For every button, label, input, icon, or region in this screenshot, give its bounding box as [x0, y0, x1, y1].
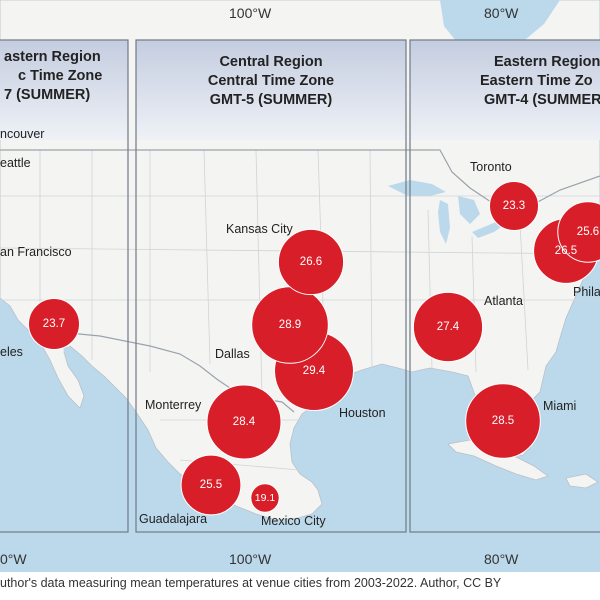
city-label-toronto: Toronto	[470, 160, 512, 174]
city-label-guadalajara: Guadalajara	[139, 512, 208, 526]
city-label-atlanta: Atlanta	[484, 294, 523, 308]
temp-bubble-miami	[465, 383, 541, 459]
hispaniola	[565, 473, 599, 489]
central-region-header-band	[136, 40, 406, 140]
bottom-tick-100w: 100°W	[229, 551, 272, 567]
west-region-frame	[0, 39, 129, 533]
city-label-san-francisco: an Francisco	[0, 245, 72, 259]
temp-value-philadelphia: 26.5	[554, 245, 578, 257]
city-label-los-angeles: eles	[0, 345, 23, 359]
top-tick-100w: 100°W	[229, 5, 272, 21]
west-region-title: astern Region c Time Zone 7 (SUMMER)	[0, 48, 128, 105]
east-region-title: Eastern Region Eastern Time Zo GMT-4 (SU…	[476, 53, 600, 110]
temp-bubble-monterrey	[206, 384, 282, 460]
us-canada-border	[0, 149, 600, 209]
temp-bubble-mexico-city	[250, 483, 280, 513]
temp-value-mexico-city: 19.1	[254, 492, 276, 504]
gulf-of-california	[62, 342, 98, 384]
temp-bubble-toronto	[489, 181, 539, 231]
lake-superior	[388, 180, 446, 196]
city-label-miami: Miami	[543, 399, 577, 413]
central-region-timezone: Central Time Zone	[207, 73, 335, 89]
west-region-gmt: 7 (SUMMER)	[4, 87, 91, 103]
temp-value-dallas: 28.9	[278, 319, 302, 331]
east-region-gmt: GMT-4 (SUMMER	[484, 92, 600, 108]
lake-huron	[458, 196, 480, 224]
lake-michigan	[438, 200, 450, 244]
temp-value-houston: 29.4	[302, 365, 326, 377]
city-label-vancouver: ncouver	[0, 127, 45, 141]
temp-bubble-atlanta	[412, 291, 484, 363]
central-region-title: Central Region Central Time Zone GMT-5 (…	[136, 53, 406, 110]
east-region-header-band	[410, 40, 600, 140]
temp-value-toronto: 23.3	[502, 200, 526, 212]
temperature-bubbles	[28, 181, 600, 516]
temp-bubble-kansas-city	[277, 228, 345, 296]
temp-value-guadalajara: 25.5	[199, 479, 223, 491]
temp-value-new-york: 25.6	[576, 226, 600, 238]
temp-value-atlanta: 27.4	[436, 321, 460, 333]
city-label-mexico-city: Mexico City	[261, 514, 326, 528]
city-label-monterrey: Monterrey	[145, 398, 202, 412]
central-region-gmt: GMT-5 (SUMMER)	[209, 92, 333, 108]
temp-bubble-los-angeles	[28, 298, 80, 350]
temp-bubble-guadalajara	[180, 454, 242, 516]
bottom-tick-80w: 80°W	[484, 551, 519, 567]
temp-value-miami: 28.5	[491, 415, 515, 427]
west-region-header-band	[0, 40, 128, 140]
city-label-seattle: eattle	[0, 156, 31, 170]
bottom-tick-edge: 0°W	[0, 551, 27, 567]
city-label-kansas-city: Kansas City	[226, 222, 293, 236]
central-region-name: Central Region	[219, 54, 323, 70]
east-region-timezone: Eastern Time Zo	[480, 73, 593, 89]
city-label-philadelphia: Phila	[573, 285, 600, 299]
region-frames	[0, 39, 600, 533]
east-region-name: Eastern Region	[494, 54, 600, 70]
figure-caption: uthor's data measuring mean temperatures…	[0, 576, 502, 590]
temp-value-monterrey: 28.4	[232, 416, 256, 428]
city-label-houston: Houston	[339, 406, 386, 420]
temp-value-los-angeles: 23.7	[42, 318, 66, 330]
top-tick-80w: 80°W	[484, 5, 519, 21]
west-region-timezone: c Time Zone	[18, 68, 103, 84]
city-label-dallas: Dallas	[215, 347, 250, 361]
temp-value-kansas-city: 26.6	[299, 256, 323, 268]
west-region-name: astern Region	[4, 49, 101, 65]
east-region-frame	[409, 39, 600, 533]
temp-bubble-new-york	[557, 201, 600, 263]
central-region-frame	[135, 39, 407, 533]
